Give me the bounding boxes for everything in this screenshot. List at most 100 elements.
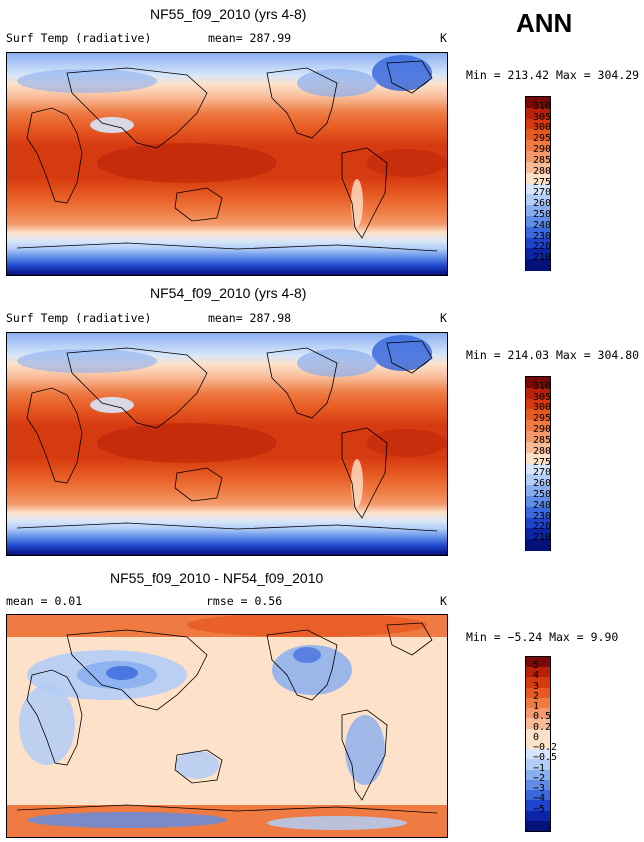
- colorbar-tick-label: −0.5: [533, 752, 558, 764]
- colorbar-swatch: [526, 708, 550, 719]
- colorbar-swatch: [526, 820, 550, 832]
- colorbar-tick-label: −0.2: [533, 742, 558, 754]
- colorbar-swatch: [526, 539, 550, 551]
- colorbar-swatch: [526, 409, 550, 421]
- colorbar-tick-label: 230: [533, 510, 552, 522]
- colorbar-tick-label: 0: [533, 731, 540, 743]
- colorbar-swatch: [526, 387, 550, 400]
- panel2-title: NF54_f09_2010 (yrs 4-8): [150, 285, 307, 301]
- colorbar-tick-label: 275: [533, 176, 552, 188]
- colorbar-swatch: [526, 697, 550, 709]
- colorbar-tick-label: 260: [533, 198, 552, 210]
- colorbar-swatch: [526, 485, 550, 497]
- colorbar-tick-label: 300: [533, 402, 552, 414]
- colorbar-tick-label: 285: [533, 154, 552, 166]
- colorbar-tick-label: 240: [533, 499, 552, 511]
- panel2-map: [6, 332, 448, 556]
- panel1-mean: mean= 287.99: [208, 31, 292, 45]
- panel2-variable: Surf Temp (radiative): [6, 311, 152, 325]
- panel3-map: [6, 613, 448, 838]
- colorbar-tick-label: 260: [533, 478, 552, 490]
- colorbar-swatch: [526, 441, 550, 454]
- panel1-units: K: [440, 31, 447, 45]
- colorbar-tick-label: 270: [533, 467, 552, 479]
- colorbar-swatch: [526, 657, 550, 668]
- colorbar-swatch: [526, 749, 550, 760]
- colorbar-swatch: [526, 205, 550, 217]
- colorbar-swatch: [526, 790, 550, 801]
- colorbar-swatch: [526, 495, 550, 508]
- colorbar-tick-label: 305: [533, 391, 552, 403]
- colorbar-swatch: [526, 377, 550, 389]
- panel2-mean: mean= 287.98: [208, 311, 292, 325]
- colorbar-swatch: [526, 800, 550, 812]
- colorbar-tick-label: 280: [533, 165, 552, 177]
- panel1-colorbar: [525, 96, 551, 271]
- colorbar-tick-label: 295: [533, 413, 552, 425]
- panel3-map-svg: [7, 613, 447, 837]
- colorbar-tick-label: −2: [533, 772, 546, 784]
- colorbar-swatch: [526, 728, 550, 740]
- colorbar-swatch: [526, 528, 550, 540]
- panel2-map-svg: [7, 333, 447, 555]
- colorbar-swatch: [526, 194, 550, 206]
- colorbar-tick-label: 280: [533, 445, 552, 457]
- panel1-title: NF55_f09_2010 (yrs 4-8): [150, 6, 307, 22]
- colorbar-tick-label: 210: [533, 252, 552, 264]
- colorbar-tick-label: 220: [533, 241, 552, 253]
- colorbar-tick-label: 290: [533, 424, 552, 436]
- panel3-mean: mean = 0.01: [6, 594, 83, 608]
- colorbar-swatch: [526, 118, 550, 130]
- panel1-minmax: Min = 213.42 Max = 304.29: [466, 68, 640, 82]
- panel2-units: K: [440, 311, 447, 325]
- colorbar-swatch: [526, 97, 550, 109]
- panel2-colorbar: [525, 376, 551, 551]
- colorbar-swatch: [526, 779, 550, 791]
- colorbar-swatch: [526, 677, 550, 689]
- colorbar-swatch: [526, 452, 550, 464]
- colorbar-swatch: [526, 810, 550, 822]
- colorbar-swatch: [526, 140, 550, 152]
- colorbar-swatch: [526, 215, 550, 228]
- colorbar-tick-label: 5: [533, 660, 540, 672]
- colorbar-swatch: [526, 248, 550, 260]
- panel3-minmax: Min = −5.24 Max = 9.90: [466, 630, 619, 644]
- colorbar-tick-label: 240: [533, 219, 552, 231]
- colorbar-tick-label: 220: [533, 521, 552, 533]
- colorbar-swatch: [526, 738, 550, 750]
- colorbar-tick-label: 4: [533, 670, 540, 682]
- panel3-title: NF55_f09_2010 - NF54_f09_2010: [110, 570, 324, 586]
- colorbar-tick-label: 250: [533, 488, 552, 500]
- colorbar-tick-label: 270: [533, 187, 552, 199]
- colorbar-swatch: [526, 759, 550, 771]
- colorbar-tick-label: 210: [533, 532, 552, 544]
- colorbar-tick-label: 300: [533, 122, 552, 134]
- colorbar-swatch: [526, 237, 550, 249]
- colorbar-tick-label: 230: [533, 230, 552, 242]
- colorbar-swatch: [526, 129, 550, 141]
- colorbar-tick-label: 2: [533, 690, 540, 702]
- panel3-rmse: rmse = 0.56: [206, 594, 283, 608]
- panel3-units: K: [440, 594, 447, 608]
- colorbar-tick-label: 285: [533, 434, 552, 446]
- colorbar-swatch: [526, 667, 550, 678]
- panel1-map-svg: [7, 53, 447, 275]
- panel2-minmax: Min = 214.03 Max = 304.80: [466, 348, 640, 362]
- colorbar-swatch: [526, 398, 550, 410]
- colorbar-swatch: [526, 687, 550, 699]
- colorbar-swatch: [526, 506, 550, 519]
- colorbar-swatch: [526, 463, 550, 475]
- season-label: ANN: [516, 8, 573, 38]
- colorbar-tick-label: 0.2: [533, 721, 552, 733]
- colorbar-tick-label: −3: [533, 783, 546, 795]
- colorbar-tick-label: −4: [533, 793, 546, 805]
- colorbar-tick-label: 310: [533, 380, 552, 392]
- colorbar-swatch: [526, 183, 550, 195]
- colorbar-tick-label: 1: [533, 701, 540, 713]
- panel1-variable: Surf Temp (radiative): [6, 31, 152, 45]
- colorbar-swatch: [526, 718, 550, 730]
- colorbar-tick-label: 295: [533, 133, 552, 145]
- colorbar-swatch: [526, 259, 550, 271]
- colorbar-swatch: [526, 769, 550, 781]
- colorbar-tick-label: −5: [533, 803, 546, 815]
